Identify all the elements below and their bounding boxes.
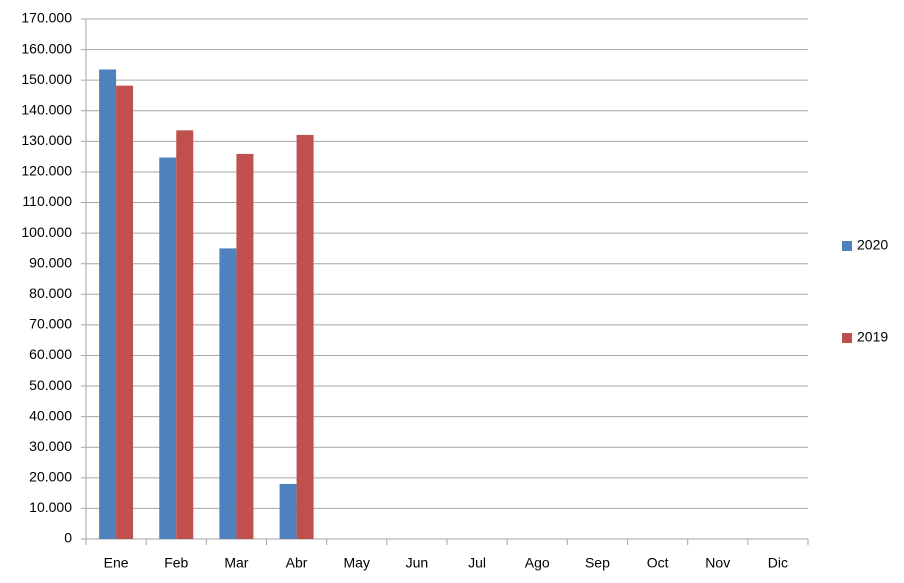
x-tick-label: Jun [406,555,429,571]
legend-swatch [842,241,852,251]
y-tick-label: 30.000 [29,438,72,454]
y-tick-label: 70.000 [29,316,72,332]
y-tick-label: 20.000 [29,469,72,485]
y-tick-label: 40.000 [29,407,72,423]
y-tick-label: 0 [64,530,72,546]
y-tick-label: 50.000 [29,377,72,393]
legend-label: 2020 [857,237,888,253]
y-tick-label: 170.000 [21,10,72,26]
legend-swatch [842,333,852,343]
bar [219,248,237,540]
y-tick-label: 150.000 [21,71,72,87]
x-tick-label: Feb [164,555,188,571]
x-tick-label: Ene [104,555,129,571]
y-tick-label: 90.000 [29,254,72,270]
bar [296,134,314,539]
x-tick-label: Abr [286,555,308,571]
x-tick-label: Ago [525,555,550,571]
x-tick-label: Dic [768,555,788,571]
y-tick-label: 110.000 [22,193,72,209]
y-tick-label: 60.000 [29,346,72,362]
bar [176,130,194,539]
y-tick-label: 100.000 [21,224,72,240]
bar [236,153,254,540]
y-tick-label: 130.000 [21,132,72,148]
x-tick-label: Mar [224,555,248,571]
x-tick-label: Jul [468,555,486,571]
y-tick-label: 140.000 [21,101,72,117]
y-tick-label: 80.000 [29,285,72,301]
legend-label: 2019 [857,329,888,345]
bar [279,483,297,539]
x-tick-label: May [344,555,370,571]
x-tick-label: Nov [705,555,730,571]
y-tick-label: 10.000 [29,499,72,515]
y-tick-label: 120.000 [21,163,72,179]
bar [99,69,117,540]
bar [116,85,134,540]
x-tick-label: Sep [585,555,610,571]
x-tick-label: Oct [647,555,669,571]
bar [159,157,177,540]
y-tick-label: 160.000 [21,40,72,56]
